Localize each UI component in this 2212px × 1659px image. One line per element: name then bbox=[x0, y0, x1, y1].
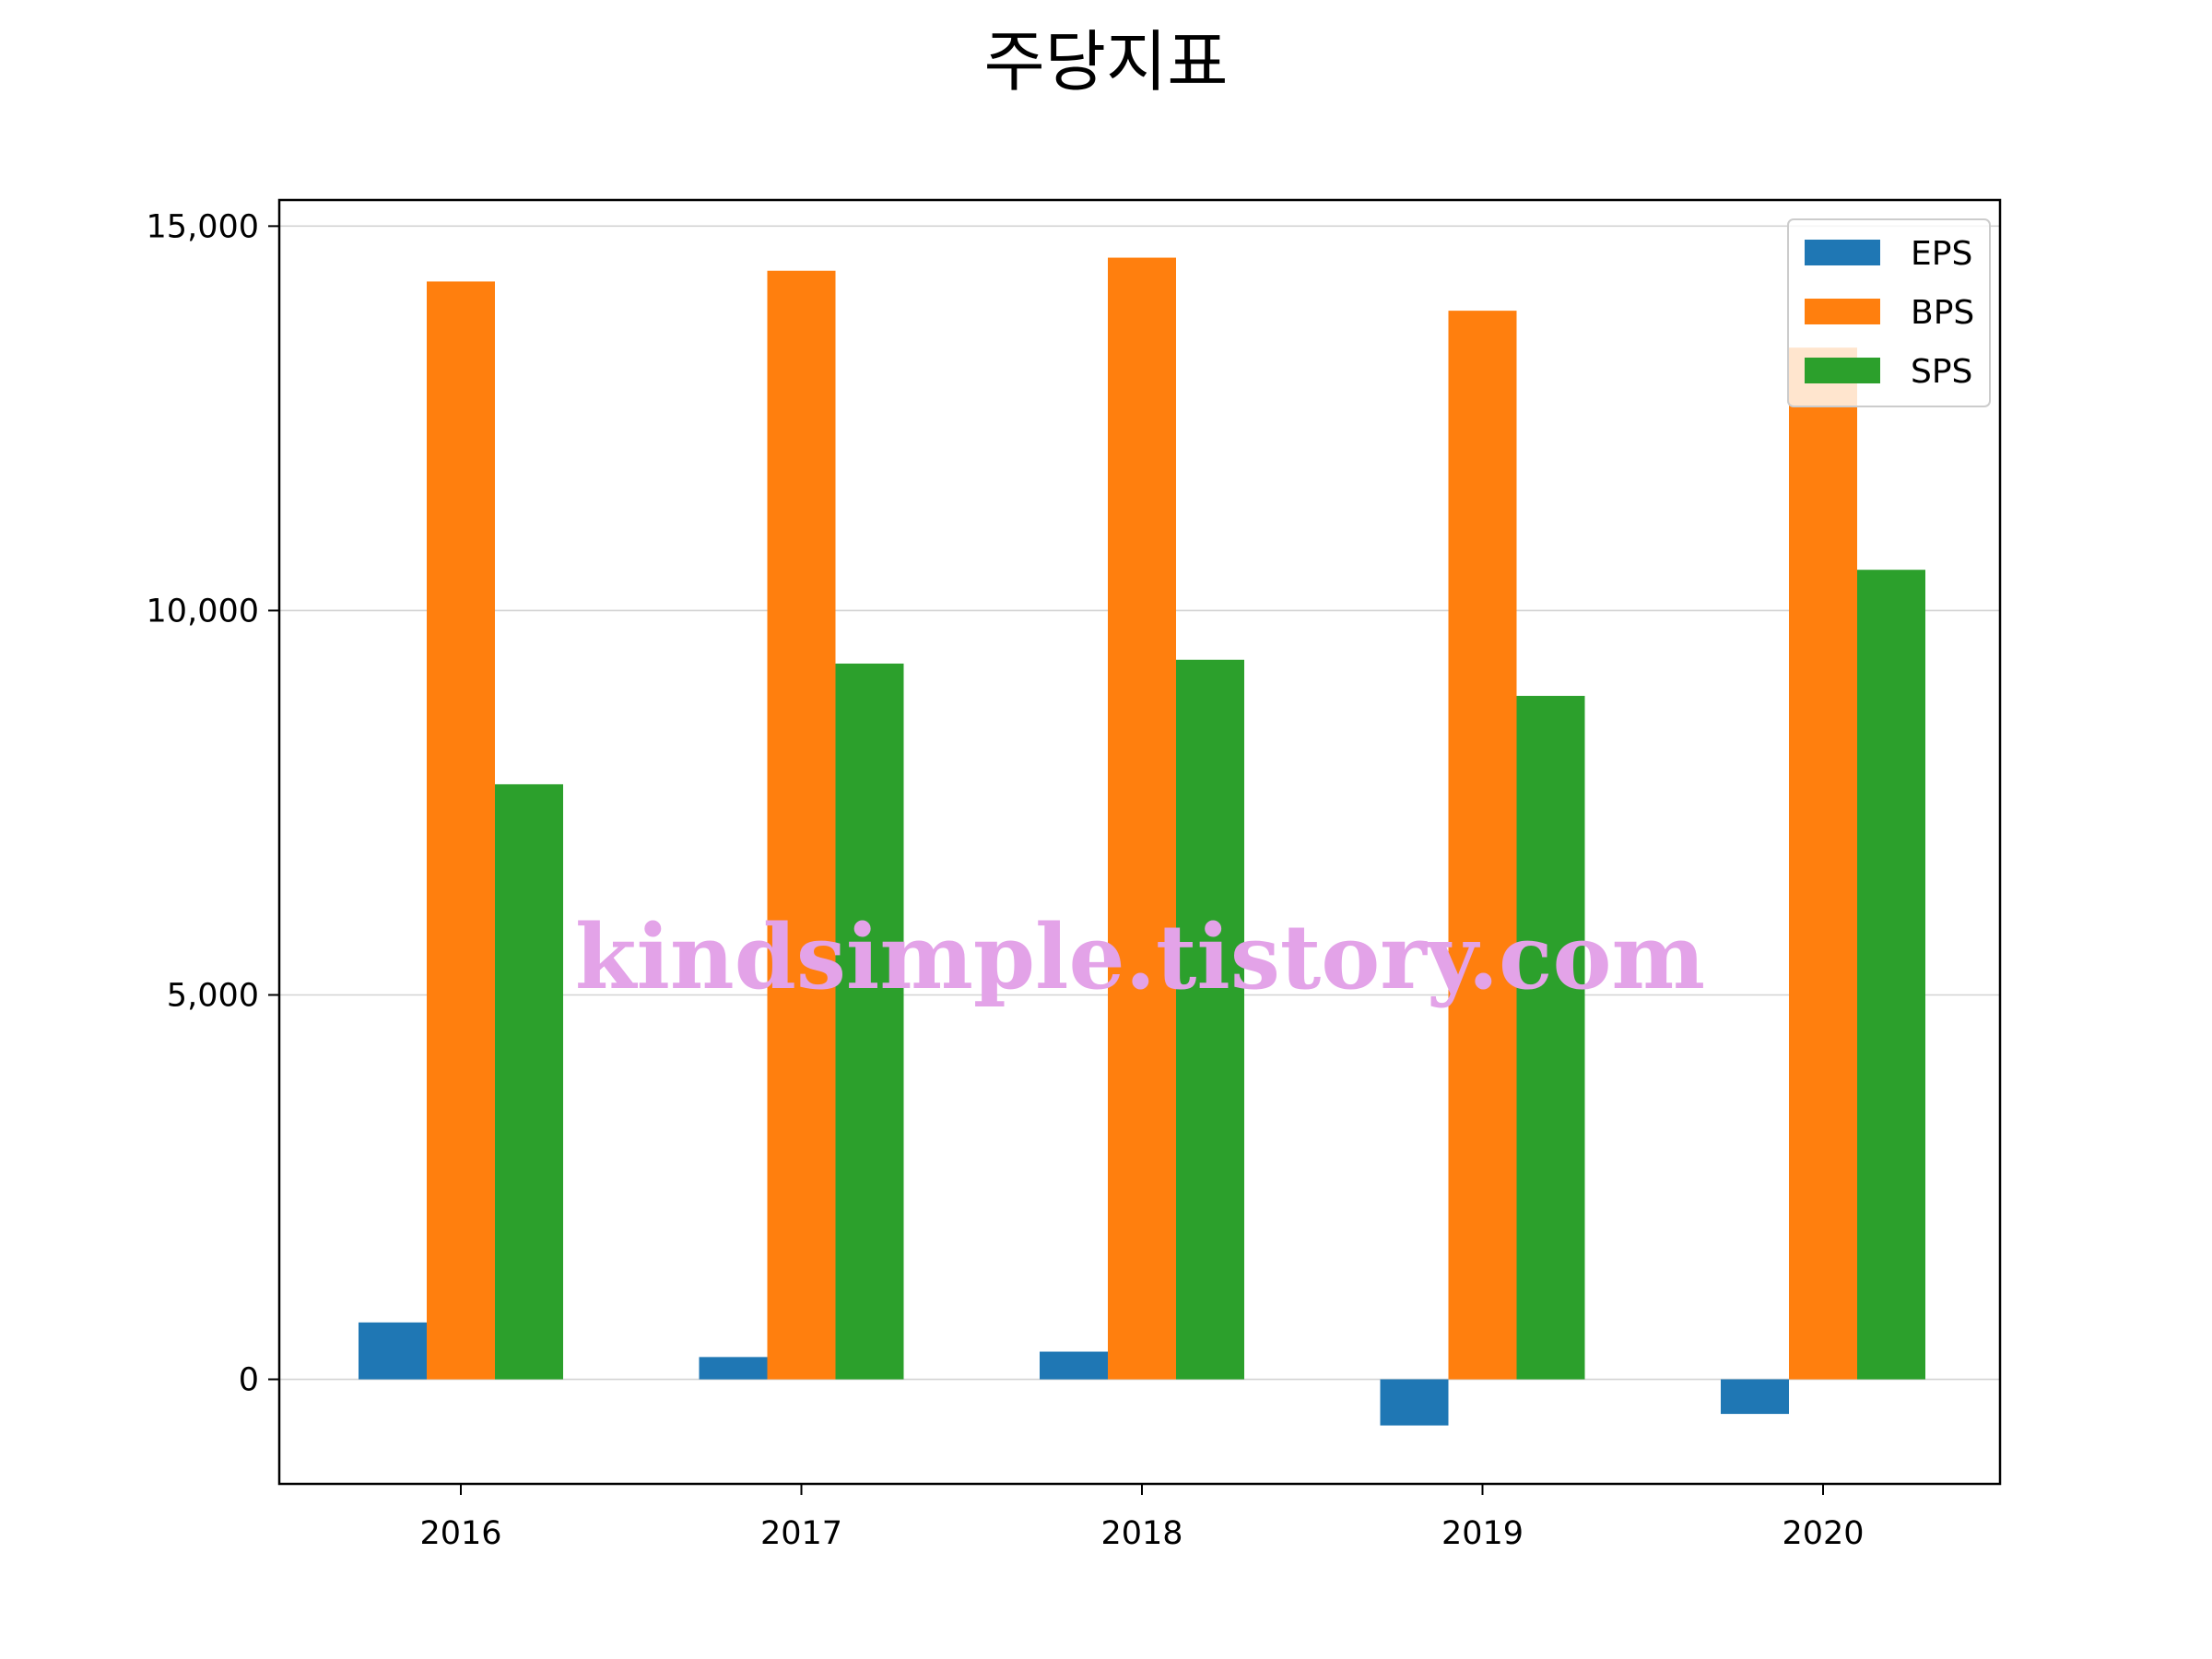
bar-sps-2018 bbox=[1176, 659, 1244, 1380]
y-tick-label: 10,000 bbox=[147, 593, 259, 629]
bar-sps-2016 bbox=[495, 783, 563, 1380]
bar-bps-2020 bbox=[1789, 347, 1857, 1380]
x-tick-label: 2017 bbox=[760, 1515, 842, 1552]
bar-eps-2017 bbox=[699, 1357, 768, 1380]
bar-bps-2017 bbox=[767, 270, 836, 1380]
plot-frame bbox=[277, 198, 2002, 1486]
bar-bps-2016 bbox=[427, 281, 495, 1380]
legend-label-bps: BPS bbox=[1911, 294, 1974, 332]
y-axis: 0 5,000 10,000 15,000 bbox=[147, 208, 279, 1399]
x-tick-label: 2018 bbox=[1100, 1515, 1182, 1552]
bar-sps-2020 bbox=[1857, 570, 1925, 1380]
legend-swatch-sps bbox=[1805, 358, 1880, 383]
x-tick-label: 2020 bbox=[1782, 1515, 1864, 1552]
bar-sps-2019 bbox=[1516, 696, 1585, 1380]
bar-eps-2020 bbox=[1721, 1379, 1789, 1415]
bars bbox=[359, 257, 1925, 1426]
bar-eps-2016 bbox=[359, 1322, 427, 1380]
x-tick-label: 2019 bbox=[1441, 1515, 1524, 1552]
legend-swatch-eps bbox=[1805, 240, 1880, 265]
bar-eps-2018 bbox=[1040, 1351, 1108, 1380]
watermark: kindsimple.tistory.com bbox=[575, 905, 1705, 1009]
y-tick-label: 15,000 bbox=[147, 208, 259, 245]
chart-title: 주당지표 bbox=[984, 23, 1229, 100]
bar-bps-2019 bbox=[1448, 311, 1517, 1380]
legend-swatch-bps bbox=[1805, 299, 1880, 324]
bar-eps-2019 bbox=[1380, 1379, 1449, 1426]
legend-label-eps: EPS bbox=[1911, 235, 1972, 273]
x-axis: 2016 2017 2018 2019 2020 bbox=[419, 1484, 1865, 1552]
y-tick-label: 0 bbox=[239, 1362, 259, 1399]
y-tick-label: 5,000 bbox=[167, 977, 259, 1014]
bar-sps-2017 bbox=[835, 663, 904, 1380]
bar-bps-2018 bbox=[1108, 257, 1176, 1380]
legend-label-sps: SPS bbox=[1911, 353, 1972, 391]
x-tick-label: 2016 bbox=[419, 1515, 501, 1552]
legend: EPS BPS SPS bbox=[1787, 218, 1991, 407]
